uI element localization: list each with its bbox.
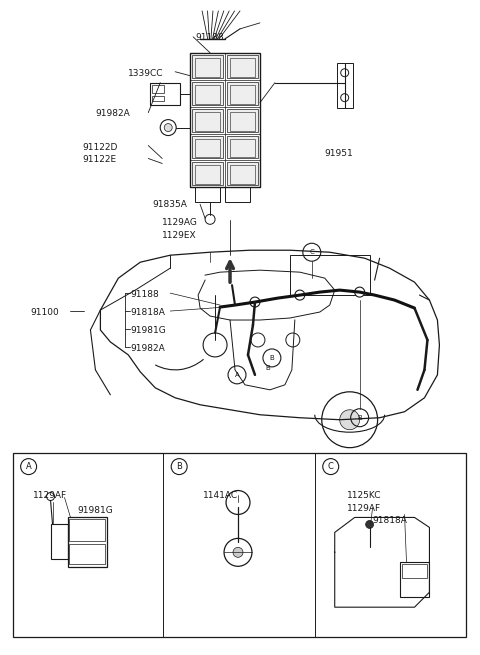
Bar: [68, 517, 108, 567]
Text: 91982A: 91982A: [96, 109, 130, 118]
Text: B: B: [270, 355, 274, 361]
Text: 91188: 91188: [195, 33, 224, 42]
Bar: [230, 84, 255, 103]
Bar: [230, 166, 255, 185]
Bar: [192, 55, 223, 78]
Text: 91981G: 91981G: [77, 506, 113, 515]
Bar: [195, 139, 220, 157]
Text: C: C: [328, 462, 334, 471]
Circle shape: [355, 287, 365, 297]
Text: 1129EX: 1129EX: [162, 231, 197, 240]
Text: 91981G: 91981G: [130, 326, 166, 335]
Text: 91951: 91951: [325, 149, 353, 157]
Bar: [192, 109, 223, 132]
Bar: [399, 563, 430, 597]
Text: C: C: [310, 249, 314, 255]
Bar: [230, 111, 255, 130]
Text: 91818A: 91818A: [130, 308, 165, 317]
Circle shape: [233, 548, 243, 557]
Bar: [230, 139, 255, 157]
Bar: [225, 187, 250, 202]
Bar: [70, 519, 106, 542]
Bar: [50, 525, 68, 559]
Text: 91100: 91100: [31, 308, 60, 317]
Bar: [336, 63, 353, 107]
Bar: [192, 136, 223, 159]
Bar: [227, 109, 258, 132]
Text: B: B: [357, 415, 362, 421]
Bar: [195, 111, 220, 130]
Bar: [192, 162, 223, 185]
Bar: [192, 82, 223, 105]
Text: B: B: [176, 462, 182, 471]
Circle shape: [164, 124, 172, 132]
Bar: [227, 55, 258, 78]
Text: 91122E: 91122E: [83, 155, 117, 164]
Text: 91982A: 91982A: [130, 344, 165, 353]
Bar: [227, 82, 258, 105]
Text: 91818A: 91818A: [372, 516, 408, 525]
Circle shape: [250, 297, 260, 307]
Text: 1141AC: 1141AC: [203, 491, 238, 500]
Text: 1129AG: 1129AG: [162, 218, 198, 227]
Bar: [195, 84, 220, 103]
Text: A: A: [235, 372, 240, 378]
Bar: [152, 84, 164, 92]
Bar: [70, 544, 106, 565]
Text: 91122D: 91122D: [83, 143, 118, 151]
Text: 91188: 91188: [130, 290, 159, 299]
Bar: [227, 136, 258, 159]
Text: A: A: [26, 462, 32, 471]
Bar: [190, 53, 260, 187]
Text: B: B: [265, 365, 270, 371]
Bar: [195, 58, 220, 77]
Bar: [230, 58, 255, 77]
Bar: [152, 96, 164, 101]
Bar: [150, 83, 180, 105]
Bar: [195, 187, 220, 202]
Bar: [12, 453, 467, 637]
Circle shape: [340, 410, 360, 430]
Text: 1129AF: 1129AF: [33, 491, 67, 500]
Circle shape: [366, 521, 373, 529]
Bar: [290, 255, 370, 295]
Bar: [195, 166, 220, 185]
Bar: [227, 162, 258, 185]
Text: 1129AF: 1129AF: [347, 504, 381, 514]
Text: 1339CC: 1339CC: [128, 69, 164, 78]
Text: 1125KC: 1125KC: [347, 491, 381, 500]
Text: 91835A: 91835A: [152, 200, 187, 210]
Circle shape: [295, 290, 305, 300]
Bar: [402, 565, 428, 578]
